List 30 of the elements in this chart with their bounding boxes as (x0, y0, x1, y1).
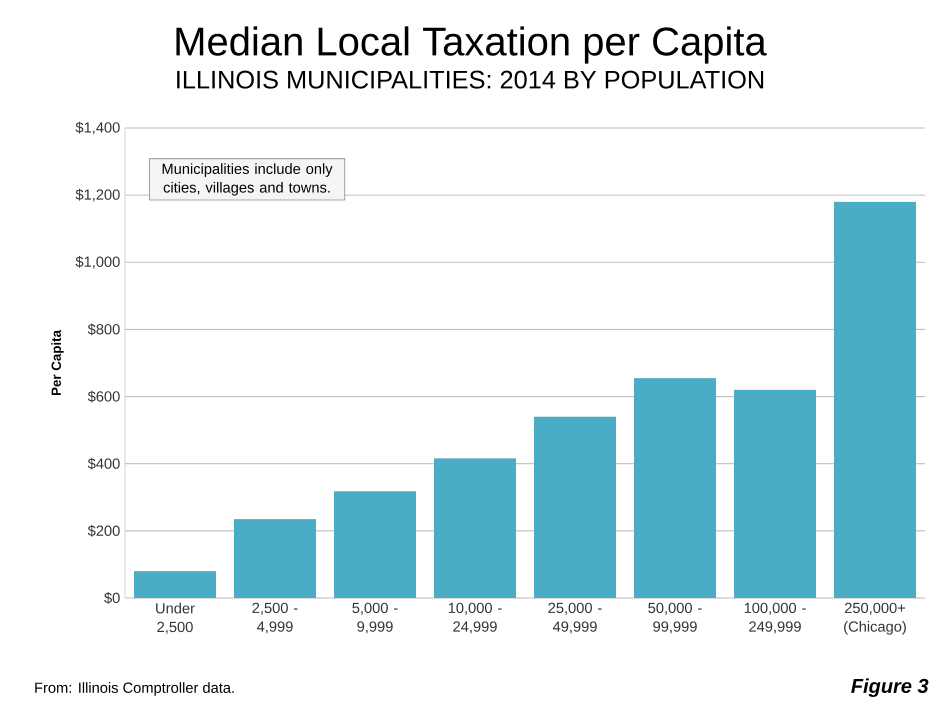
bar (734, 390, 816, 598)
bar (334, 491, 416, 598)
y-tick-label: $600 (88, 390, 120, 402)
x-tick-label: 10,000 - 24,999 (448, 602, 502, 634)
text: From: Illinois Comptroller data. (35, 682, 234, 696)
bar (534, 416, 616, 598)
x-tick-label: 25,000 - 49,999 (548, 602, 602, 634)
bar (234, 519, 316, 598)
y-tick-label: $200 (88, 524, 120, 537)
y-tick-label: $1,200 (76, 188, 120, 202)
x-tick-label: 250,000+ (Chicago) (844, 602, 906, 635)
x-tick-label: 100,000 - 249,999 (744, 602, 806, 634)
text: Figure 3 (851, 678, 928, 697)
x-tick-label: 50,000 - 99,999 (648, 602, 702, 634)
x-tick-label: Under 2,500 (156, 602, 195, 634)
y-tick-label: $1,400 (76, 122, 120, 134)
y-axis-title: Per Capita (51, 330, 64, 396)
y-tick-label: $800 (88, 323, 120, 336)
x-tick-label: 5,000 - 9,999 (352, 602, 398, 634)
bar (434, 458, 516, 598)
y-tick-label: $1,000 (76, 256, 120, 269)
bar (134, 571, 216, 598)
y-tick-label: $400 (88, 458, 120, 470)
y-tick-label: $0 (104, 592, 120, 604)
annotation: Municipalities include only cities, villages and towns. (162, 163, 333, 196)
chart-title: Median Local Taxation per Capita (176, 26, 767, 64)
bar (634, 378, 716, 598)
chart-subtitle: ILLINOIS MUNICIPALITIES: 2014 BY POPULATION (177, 70, 764, 89)
bar (834, 202, 916, 598)
x-tick-label: 2,500 - 4,999 (252, 602, 298, 634)
